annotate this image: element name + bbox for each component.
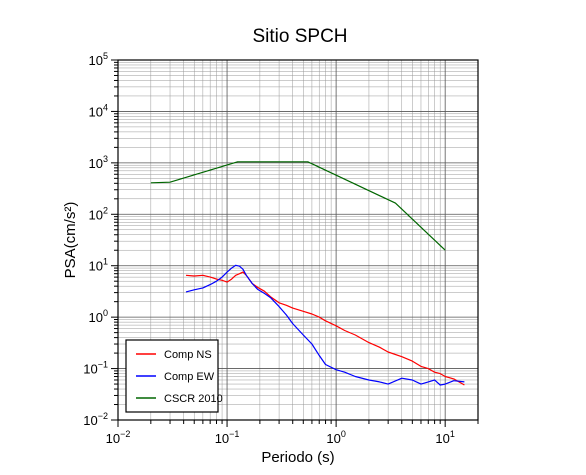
y-tick-label: 102	[89, 205, 108, 222]
x-axis-ticks: 10−2 10−1 100 101	[106, 420, 479, 446]
y-axis-ticks: 10−2 10−1 100 101 102 103 104 105	[83, 51, 118, 428]
series-line-3	[150, 161, 446, 251]
x-tick-label: 100	[326, 429, 345, 446]
series-line-1	[185, 271, 465, 386]
legend: Comp NS Comp EW CSCR 2010	[125, 339, 223, 413]
legend-label: Comp EW	[164, 371, 215, 383]
legend-label: CSCR 2010	[164, 393, 223, 405]
chart-title: Sitio SPCH	[252, 26, 347, 47]
y-axis-label: PSA(cm/s²)	[62, 202, 79, 279]
y-tick-label: 105	[89, 51, 108, 68]
x-tick-label: 10−2	[106, 429, 131, 446]
x-tick-label: 101	[435, 429, 454, 446]
x-axis-label: Periodo (s)	[261, 449, 334, 466]
legend-items: Comp NS Comp EW CSCR 2010	[136, 349, 223, 405]
legend-box	[125, 339, 219, 413]
y-tick-label: 10−1	[83, 360, 108, 377]
plot-frame	[117, 59, 479, 421]
series-line-2	[185, 264, 465, 386]
y-tick-label: 10−2	[83, 411, 108, 428]
x-tick-label: 10−1	[215, 429, 240, 446]
y-tick-label: 104	[89, 102, 108, 119]
series-layer	[150, 161, 465, 386]
y-tick-label: 103	[89, 154, 108, 171]
legend-label: Comp NS	[164, 349, 212, 361]
y-tick-label: 101	[89, 257, 108, 274]
grid-minor	[118, 60, 479, 420]
y-tick-label: 100	[89, 308, 108, 325]
